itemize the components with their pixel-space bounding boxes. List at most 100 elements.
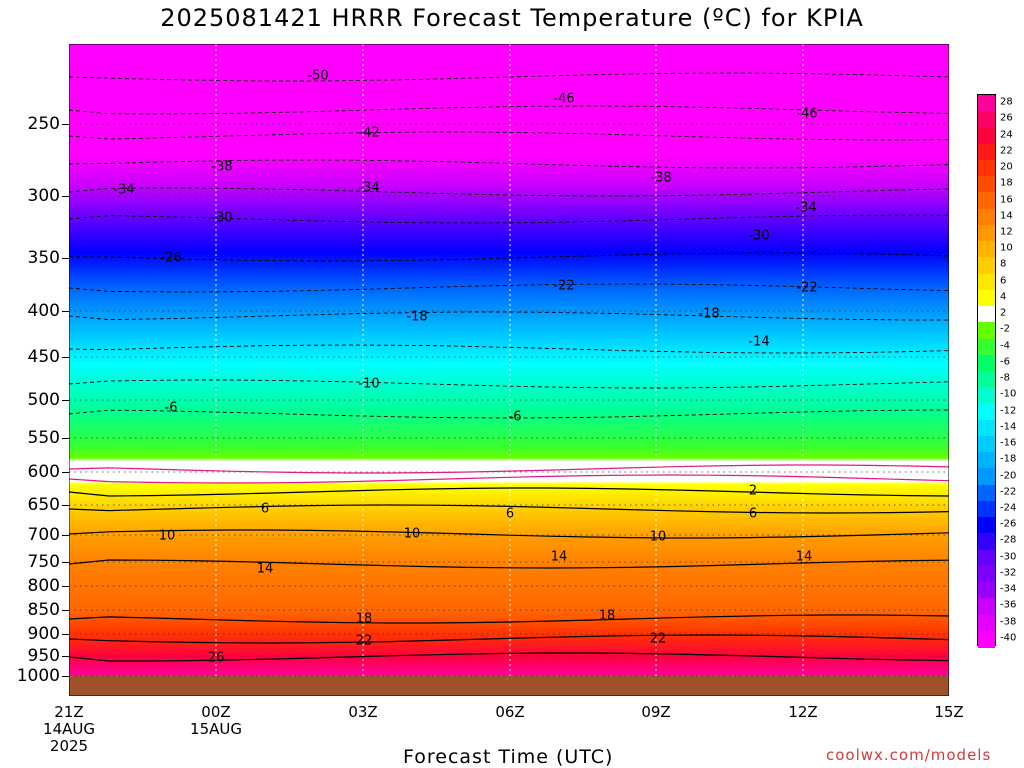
colorbar-swatch (978, 338, 995, 356)
y-tick (62, 400, 69, 401)
contour-lines (69, 72, 949, 662)
colorbar-swatch (978, 241, 995, 259)
x-tick-label: 12Z (788, 703, 818, 721)
colorbar-swatch (978, 371, 995, 388)
colorbar-label: 10 (1000, 242, 1013, 254)
colorbar-label: -20 (1000, 470, 1017, 482)
y-tick-label: 500 (27, 390, 60, 410)
y-tick (62, 676, 69, 677)
colorbar-label: -10 (1000, 388, 1017, 400)
colorbar-label: 26 (1000, 112, 1013, 124)
colorbar-label: -12 (1000, 405, 1017, 417)
colorbar-swatch (978, 257, 995, 275)
y-tick (62, 634, 69, 635)
contour-label: 18 (599, 609, 616, 624)
colorbar-label: -22 (1000, 486, 1017, 498)
colorbar-label: 8 (1000, 258, 1007, 270)
colorbar (977, 94, 996, 648)
contour-label: 10 (650, 530, 667, 545)
contour-line (69, 529, 949, 539)
colorbar-label: -14 (1000, 421, 1017, 433)
colorbar-swatch (978, 192, 995, 210)
contour-label: 14 (551, 550, 568, 565)
colorbar-label: -6 (1000, 356, 1010, 368)
x-tick-label: 21Z 14AUG 2025 (43, 703, 95, 755)
colorbar-swatch (978, 289, 995, 307)
y-tick (62, 535, 69, 536)
contour-label: -6 (509, 410, 522, 425)
contour-label: -30 (748, 229, 769, 244)
colorbar-label: 18 (1000, 177, 1013, 189)
colorbar-label: 6 (1000, 275, 1007, 287)
y-tick-label: 450 (27, 347, 60, 367)
colorbar-swatch (978, 127, 995, 145)
colorbar-swatch (978, 517, 995, 535)
contour-line (69, 464, 949, 474)
contour-label: -22 (796, 281, 817, 296)
colorbar-label: 22 (1000, 145, 1013, 157)
colorbar-swatch (978, 468, 995, 486)
contour-label: -46 (553, 92, 574, 107)
contour-label: 10 (159, 529, 176, 544)
colorbar-label: 2 (1000, 307, 1007, 319)
contour-label: -30 (211, 211, 232, 226)
contour-label: -38 (650, 171, 671, 186)
contour-label: -10 (358, 377, 379, 392)
colorbar-swatch (978, 435, 995, 453)
colorbar-label: -8 (1000, 372, 1010, 384)
colorbar-label: -28 (1000, 534, 1017, 546)
colorbar-swatch (978, 452, 995, 470)
x-tick-label: 03Z (348, 703, 378, 721)
colorbar-swatch (978, 403, 995, 421)
contour-label: -26 (160, 251, 181, 266)
y-tick (62, 610, 69, 611)
contour-line (69, 559, 949, 569)
contour-line (69, 487, 949, 497)
colorbar-label: -32 (1000, 567, 1017, 579)
colorbar-swatch (978, 224, 995, 242)
y-tick (62, 505, 69, 506)
y-tick (62, 258, 69, 259)
temperature-cross-section: -50 -46 -46 -42 -38 -38 -34 -34 -34 -30 -30 -26 -22 -… (69, 44, 949, 696)
colorbar-swatch (978, 565, 995, 583)
contour-label: -14 (748, 335, 769, 350)
colorbar-label: -34 (1000, 583, 1017, 595)
colorbar-swatch (978, 273, 995, 291)
colorbar-swatch (978, 95, 995, 112)
x-tick-label: 15Z (934, 703, 964, 721)
y-tick (62, 472, 69, 473)
y-tick-label: 700 (27, 525, 60, 545)
colorbar-swatch (978, 159, 995, 177)
contour-label: 22 (650, 632, 667, 647)
credit-link[interactable]: coolwx.com/models (826, 746, 992, 764)
colorbar-swatch (978, 419, 995, 437)
y-tick (62, 562, 69, 563)
y-tick-label: 800 (27, 576, 60, 596)
colorbar-swatch (978, 354, 995, 372)
contour-label: 14 (257, 562, 274, 577)
colorbar-swatch (978, 614, 995, 632)
colorbar-swatch (978, 582, 995, 600)
colorbar-label: -16 (1000, 437, 1017, 449)
y-tick-label: 1000 (16, 666, 60, 686)
contour-label: 6 (261, 502, 269, 517)
contour-labels: -50 -46 -46 -42 -38 -38 -34 -34 -34 -30 -30 -26 -22 -… (113, 69, 817, 666)
colorbar-label: -24 (1000, 502, 1017, 514)
y-tick (62, 656, 69, 657)
colorbar-swatch (978, 500, 995, 518)
colorbar-swatch (978, 387, 995, 405)
contour-label: -6 (165, 401, 178, 416)
colorbar-label: -38 (1000, 616, 1017, 628)
colorbar-swatch (978, 630, 995, 648)
colorbar-swatch (978, 533, 995, 551)
contour-label: -22 (553, 279, 574, 294)
chart-title: 2025081421 HRRR Forecast Temperature (ºC… (160, 4, 864, 32)
colorbar-swatch (978, 549, 995, 567)
y-tick-label: 550 (27, 428, 60, 448)
x-tick-label: 00Z 15AUG (190, 703, 242, 738)
y-tick (62, 586, 69, 587)
colorbar-label: -36 (1000, 599, 1017, 611)
colorbar-swatch (978, 306, 995, 324)
contour-label: -38 (211, 160, 232, 175)
x-axis-title: Forecast Time (UTC) (403, 746, 614, 768)
